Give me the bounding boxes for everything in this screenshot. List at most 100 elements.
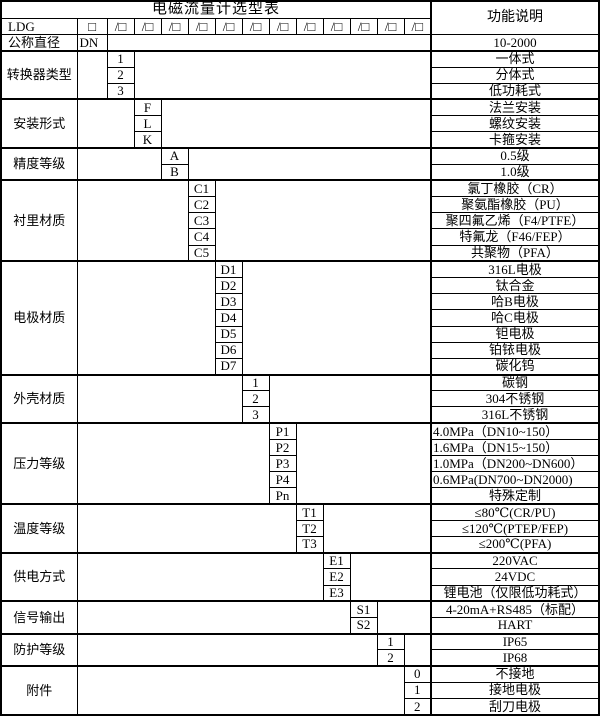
spacer-cell [76,49,108,100]
code-cell: A [160,146,189,165]
table-row: 1 接地电极 [1,681,600,699]
spacer-cell [76,664,405,716]
code-cell: B [160,163,189,181]
category-label: 外壳材质 [0,373,78,424]
code-cell: D7 [214,357,243,376]
table-row: 防护等级 1 IP65 [0,632,600,667]
code-cell: 2 [106,66,135,84]
code-cell: C1 [187,179,216,198]
desc-cell: 316L电极 [430,260,600,278]
category-label: 安装形式 [0,98,78,149]
category-label: 供电方式 [0,551,78,602]
desc-cell: 聚氨酯橡胶（PU） [430,196,600,214]
desc-cell: 分体式 [430,66,600,84]
code-cell: Pn [268,487,297,505]
table-row: D2 钛合金 [1,276,600,295]
code-cell: P2 [268,438,297,457]
desc-cell: 刮刀电极 [430,697,600,716]
desc-cell: 法兰安装 [430,98,600,117]
table-row: P3 1.0MPa（DN200~DN600） [1,455,600,473]
desc-cell: ≤80℃(CR/PU) [430,503,600,521]
desc-cell: IP65 [430,632,600,651]
desc-cell: 聚四氟乙烯（F4/PTFE） [430,212,600,230]
spacer-cell [76,179,189,262]
category-label: 公称直径 [0,34,78,52]
table-row: K 卡箍安装 [1,131,600,149]
spacer-cell [133,49,432,100]
model-slot-cell: /□ [160,17,189,36]
code-cell: 1 [403,681,432,699]
desc-cell: 特殊定制 [430,487,600,505]
code-cell: C2 [187,196,216,214]
table-row: 附件 0 不接地 [0,664,600,716]
code-cell: D1 [214,260,243,278]
spacer-cell [106,34,432,52]
desc-cell: IP68 [430,649,600,667]
desc-cell: 1.6MPa（DN15~150） [430,438,600,457]
table-row: P2 1.6MPa（DN15~150） [1,438,600,457]
code-cell: T2 [295,519,324,537]
desc-cell: 铂铱电极 [430,341,600,359]
code-cell: DN [76,34,108,52]
model-slot-cell: /□ [268,17,297,36]
table-row: 精度等级 A 0.5级 [0,146,600,181]
spacer-cell [403,632,432,667]
code-cell: D4 [214,309,243,327]
desc-cell: 哈B电极 [430,293,600,311]
model-slot-cell: /□ [349,17,378,36]
desc-cell: 4.0MPa（DN10~150） [430,422,600,440]
spacer-cell [76,260,216,376]
desc-cell: 低功耗式 [430,82,600,100]
table-row: D3 哈B电极 [1,293,600,311]
desc-cell: 锂电池（仅限低功耗式） [430,584,600,602]
desc-cell: 不接地 [430,664,600,683]
model-slot-cell: /□ [376,17,405,36]
desc-column-header: 功能说明 [430,0,600,36]
model-slot-cell: /□ [106,17,135,36]
code-cell: D6 [214,341,243,359]
desc-cell: 钽电极 [430,325,600,343]
table-row: 压力等级 P1 4.0MPa（DN10~150） [0,422,600,505]
code-cell: 0 [403,664,432,683]
code-cell: E1 [322,551,351,570]
code-cell: D3 [214,293,243,311]
spacer-cell [268,373,432,424]
code-cell: T3 [295,535,324,554]
desc-cell: 24VDC [430,568,600,586]
spacer-cell [295,422,432,505]
model-slot-cell: /□ [295,17,324,36]
code-cell: E2 [322,568,351,586]
code-cell: 3 [241,406,270,424]
code-cell: E3 [322,584,351,602]
desc-cell: ≤200℃(PFA) [430,535,600,554]
category-label: 精度等级 [0,146,78,181]
desc-cell: 氯丁橡胶（CR） [430,179,600,198]
spacer-cell [214,179,432,262]
table-row: 2 IP68 [1,649,600,667]
code-cell: K [133,131,162,149]
table-row: 供电方式 E1 220VAC [0,551,600,602]
table-row: 3 316L不锈钢 [1,406,600,424]
desc-cell: 0.6MPa(DN700~DN2000) [430,471,600,489]
model-box-cell: □ [76,17,108,36]
desc-cell: HART [430,616,600,635]
spacer-cell [76,551,324,602]
desc-cell: 特氟龙（F46/FEP） [430,228,600,246]
code-cell: 2 [241,390,270,408]
spacer-cell [76,373,243,424]
table-row: 公称直径 DN 10-2000 [0,34,600,52]
code-cell: S1 [349,600,378,618]
code-cell: C5 [187,244,216,262]
code-cell: T1 [295,503,324,521]
code-cell: F [133,98,162,117]
category-label: 电极材质 [0,260,78,376]
model-slot-cell: /□ [187,17,216,36]
model-slot-cell: /□ [133,17,162,36]
spacer-cell [76,146,162,181]
desc-cell: 1.0MPa（DN200~DN600） [430,455,600,473]
desc-cell: 316L不锈钢 [430,406,600,424]
table-row: T3 ≤200℃(PFA) [1,535,600,554]
table-row: Pn 特殊定制 [1,487,600,505]
desc-cell: 1.0级 [430,163,600,181]
code-cell: P3 [268,455,297,473]
